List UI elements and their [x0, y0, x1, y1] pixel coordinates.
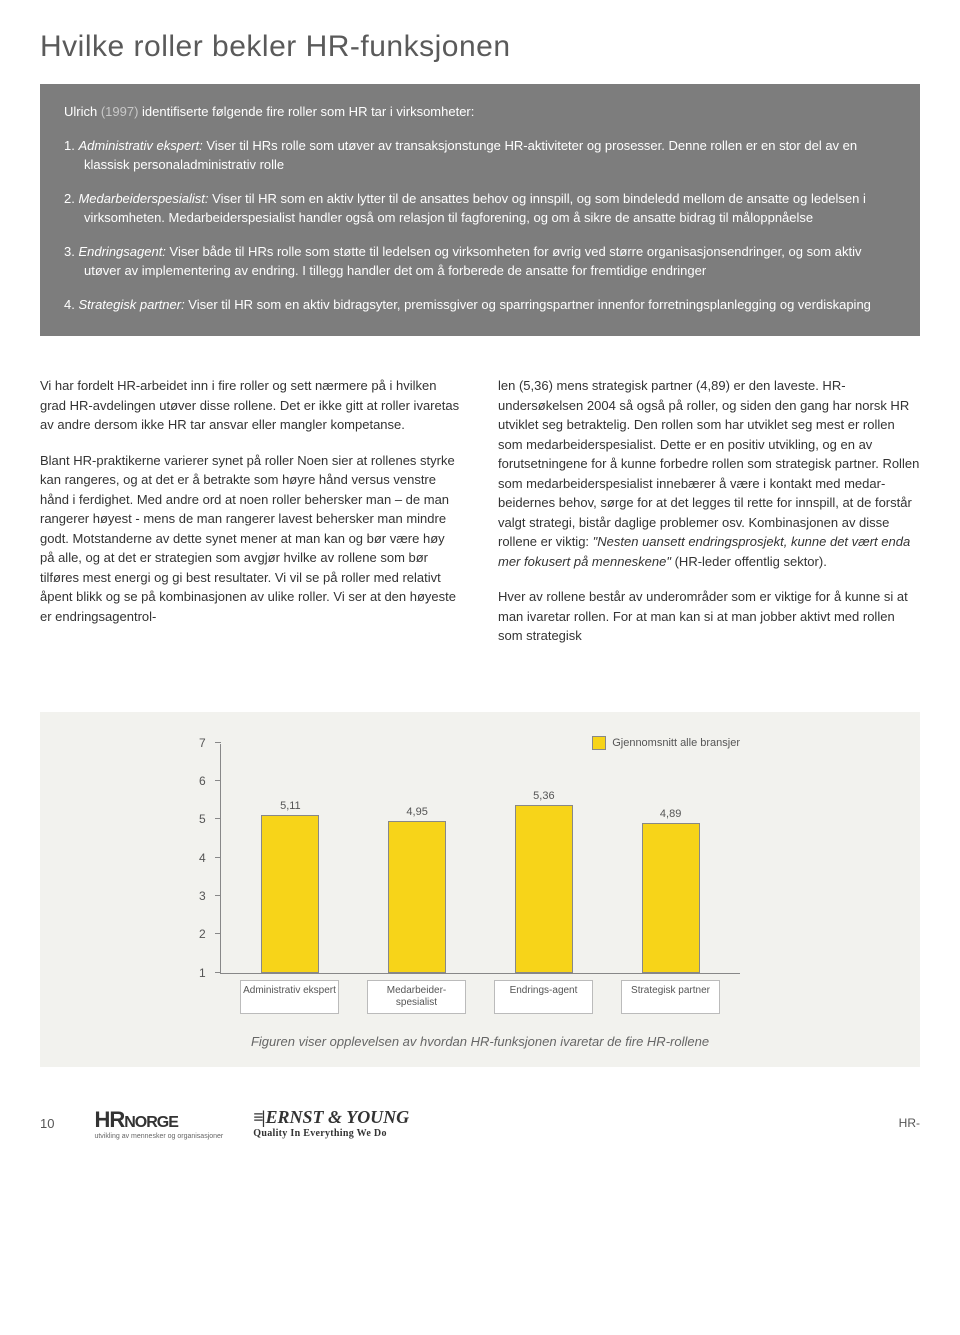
ey-name: ≡|ERNST & YOUNG: [253, 1107, 409, 1128]
box-item-3: 3. Endringsagent: Viser både til HRs rol…: [64, 242, 896, 281]
y-tick-label: 5: [199, 812, 206, 826]
bar-column: 4,89: [621, 744, 720, 973]
box-item-2: 2. Medarbeiderspesialist: Viser til HR s…: [64, 189, 896, 228]
right-p1: len (5,36) mens strategisk partner (4,89…: [498, 376, 920, 571]
item-text: Viser både til HRs rolle som støtte til …: [84, 244, 861, 279]
bar: 5,36: [515, 805, 573, 972]
bar-value-label: 5,36: [533, 790, 554, 802]
y-tick-mark: [215, 857, 221, 858]
ey-name-text: ERNST & YOUNG: [266, 1107, 410, 1127]
hr-norge-logo: HRNORGE utvikling av mennesker og organi…: [94, 1107, 223, 1140]
hr-norge-norge: NORGE: [124, 1114, 178, 1131]
hr-norge-hr: HR: [94, 1107, 124, 1132]
footer-right-text: HR-: [899, 1116, 920, 1130]
ernst-young-logo: ≡|ERNST & YOUNG Quality In Everything We…: [253, 1107, 409, 1139]
item-label: Medarbeiderspesialist:: [78, 191, 208, 206]
x-axis-label: Strategisk partner: [621, 980, 720, 1014]
right-p1b: (HR-leder offentlig sektor).: [671, 554, 827, 569]
y-tick-mark: [215, 742, 221, 743]
y-tick-label: 2: [199, 927, 206, 941]
column-right: len (5,36) mens strategisk partner (4,89…: [498, 376, 920, 662]
bars-row: 5,11 4,95 5,36 4,89: [221, 744, 740, 973]
page-number: 10: [40, 1116, 54, 1131]
bar: 4,89: [642, 823, 700, 972]
x-axis-label: Medarbeider-spesialist: [367, 980, 466, 1014]
bar-value-label: 4,89: [660, 808, 681, 820]
box-intro-rest: identifiserte følgende fire roller som H…: [138, 104, 474, 119]
right-p2: Hver av rollene består av underområder s…: [498, 587, 920, 646]
y-tick-label: 4: [199, 851, 206, 865]
page-footer: 10 HRNORGE utvikling av mennesker og org…: [40, 1107, 920, 1140]
bar-column: 4,95: [368, 744, 467, 973]
y-tick-mark: [215, 933, 221, 934]
item-num: 3.: [64, 244, 78, 259]
chart-container: Gjennomsnitt alle bransjer 5,114,955,364…: [40, 712, 920, 1067]
y-tick-label: 1: [199, 966, 206, 980]
y-tick-mark: [215, 818, 221, 819]
y-tick-mark: [215, 895, 221, 896]
left-p1: Vi har fordelt HR-arbeidet inn i fire ro…: [40, 376, 462, 435]
plot-area: 5,114,955,364,89 1234567: [220, 744, 740, 974]
hr-norge-sub: utvikling av mennesker og organisasjoner: [94, 1133, 223, 1140]
y-tick-mark: [215, 780, 221, 781]
item-num: 4.: [64, 297, 78, 312]
box-intro-prefix: Ulrich: [64, 104, 101, 119]
page-title: Hvilke roller bekler HR-funksjonen: [40, 30, 920, 64]
x-axis-labels: Administrativ ekspert Medarbeider-spesial…: [220, 974, 740, 1014]
bar-column: 5,36: [495, 744, 594, 973]
bar: 4,95: [388, 821, 446, 972]
ey-tagline: Quality In Everything We Do: [253, 1128, 409, 1139]
left-p2: Blant HR-praktikerne varierer synet på r…: [40, 451, 462, 627]
bar-chart: Gjennomsnitt alle bransjer 5,114,955,364…: [220, 736, 740, 1014]
body-columns: Vi har fordelt HR-arbeidet inn i fire ro…: [40, 376, 920, 662]
y-tick-label: 6: [199, 774, 206, 788]
item-label: Administrativ ekspert:: [78, 138, 202, 153]
bar: 5,11: [261, 815, 319, 973]
y-tick-label: 7: [199, 736, 206, 750]
column-left: Vi har fordelt HR-arbeidet inn i fire ro…: [40, 376, 462, 662]
box-item-1: 1. Administrativ ekspert: Viser til HRs …: [64, 136, 896, 175]
ey-bars-icon: ≡|: [253, 1107, 263, 1127]
item-num: 2.: [64, 191, 78, 206]
item-label: Strategisk partner:: [78, 297, 184, 312]
right-p1a: len (5,36) mens strategisk partner (4,89…: [498, 378, 919, 549]
item-label: Endringsagent:: [78, 244, 165, 259]
item-num: 1.: [64, 138, 78, 153]
x-axis-label: Endrings-agent: [494, 980, 593, 1014]
item-text: Viser til HR som en aktiv bidragsyter, p…: [185, 297, 871, 312]
definition-box: Ulrich (1997) identifiserte følgende fir…: [40, 84, 920, 336]
bar-value-label: 4,95: [406, 806, 427, 818]
x-axis-label: Administrativ ekspert: [240, 980, 339, 1014]
bar-value-label: 5,11: [280, 800, 301, 812]
box-intro: Ulrich (1997) identifiserte følgende fir…: [64, 102, 896, 122]
chart-caption: Figuren viser opplevelsen av hvordan HR-…: [64, 1034, 896, 1049]
box-author: (1997): [101, 104, 139, 119]
y-tick-mark: [215, 972, 221, 973]
bar-column: 5,11: [241, 744, 340, 973]
box-item-4: 4. Strategisk partner: Viser til HR som …: [64, 295, 896, 315]
y-tick-label: 3: [199, 889, 206, 903]
